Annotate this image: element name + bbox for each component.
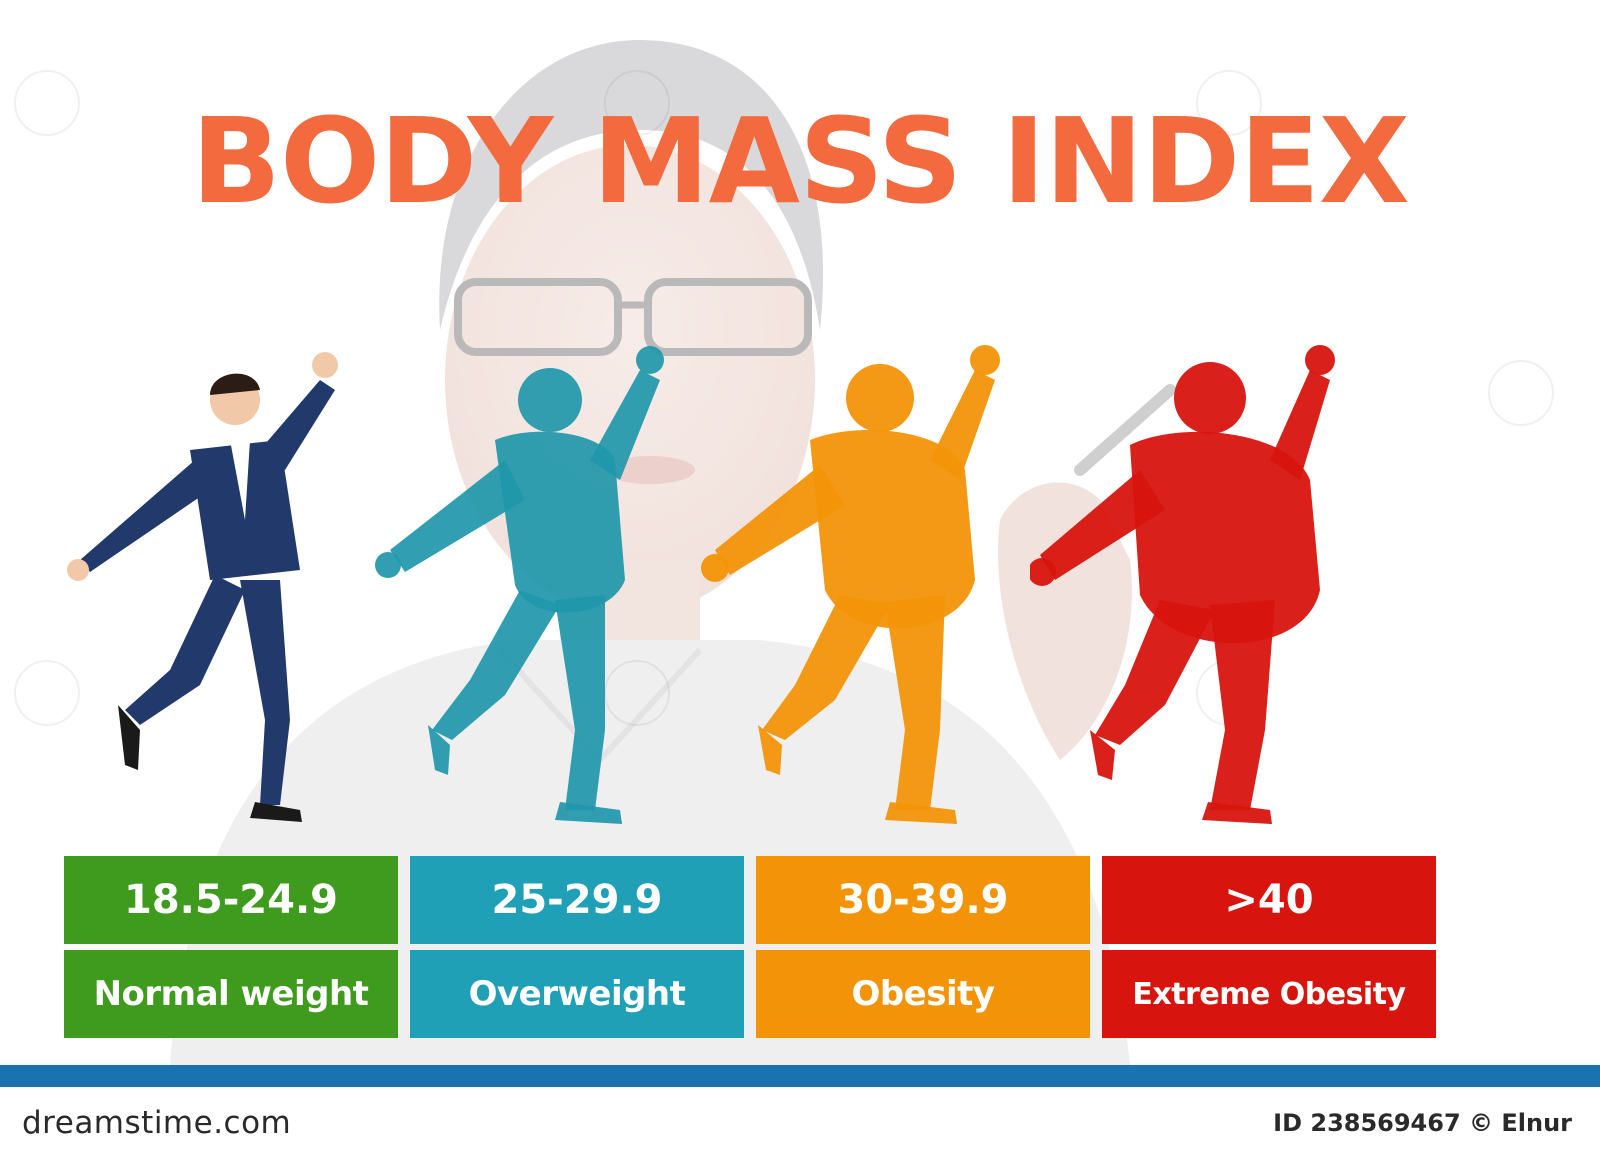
label-normal: Normal weight — [64, 950, 398, 1038]
brand-logo[interactable]: dreamstime.com — [22, 1105, 292, 1141]
bmi-category-grid: 18.5-24.9 25-29.9 30-39.9 >40 Normal wei… — [64, 856, 1466, 1044]
page-title: BODY MASS INDEX — [191, 92, 1410, 230]
obese-silhouette — [701, 345, 1000, 824]
extreme-obese-silhouette — [1030, 345, 1335, 824]
watermark-icon — [1488, 360, 1554, 426]
label-overweight: Overweight — [410, 950, 744, 1038]
range-overweight: 25-29.9 — [410, 856, 744, 944]
watermark-icon — [14, 660, 80, 726]
range-extreme: >40 — [1102, 856, 1436, 944]
overweight-silhouette — [375, 346, 664, 824]
label-extreme: Extreme Obesity — [1102, 950, 1436, 1038]
watermark-icon — [604, 70, 670, 136]
watermark-icon — [14, 70, 80, 136]
range-obesity: 30-39.9 — [756, 856, 1090, 944]
bmi-infographic: BODY MASS INDEX — [14, 40, 1554, 1065]
footer-bar — [0, 1065, 1600, 1087]
businessman-figure — [67, 352, 338, 822]
label-obesity: Obesity — [756, 950, 1090, 1038]
image-credit: ID 238569467 © Elnur — [1273, 1109, 1572, 1137]
range-normal: 18.5-24.9 — [64, 856, 398, 944]
watermark-icon — [1196, 70, 1262, 136]
footer: dreamstime.com ID 238569467 © Elnur — [0, 1065, 1600, 1157]
